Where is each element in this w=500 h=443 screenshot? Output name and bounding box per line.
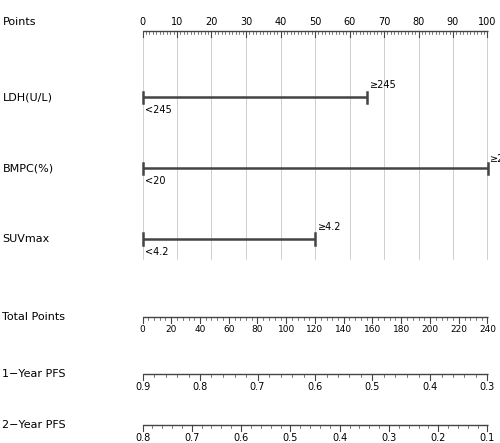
Text: 0.5: 0.5 <box>282 433 298 443</box>
Text: 80: 80 <box>412 17 424 27</box>
Text: 0.6: 0.6 <box>308 382 322 392</box>
Text: 90: 90 <box>447 17 459 27</box>
Text: 20: 20 <box>206 17 218 27</box>
Text: 0.4: 0.4 <box>332 433 347 443</box>
Text: 0.2: 0.2 <box>430 433 446 443</box>
Text: Total Points: Total Points <box>2 312 66 322</box>
Text: 100: 100 <box>278 325 295 334</box>
Text: 0.6: 0.6 <box>234 433 248 443</box>
Text: 0.8: 0.8 <box>192 382 208 392</box>
Text: 100: 100 <box>478 17 496 27</box>
Text: 50: 50 <box>309 17 321 27</box>
Text: 140: 140 <box>335 325 352 334</box>
Text: LDH(U/L): LDH(U/L) <box>2 93 52 102</box>
Text: 60: 60 <box>223 325 234 334</box>
Text: 200: 200 <box>422 325 438 334</box>
Text: 0.1: 0.1 <box>480 433 495 443</box>
Text: 160: 160 <box>364 325 381 334</box>
Text: 30: 30 <box>240 17 252 27</box>
Text: 60: 60 <box>344 17 355 27</box>
Text: ≥20: ≥20 <box>490 154 500 164</box>
Text: 20: 20 <box>166 325 177 334</box>
Text: 0.9: 0.9 <box>135 382 150 392</box>
Text: 0: 0 <box>140 17 145 27</box>
Text: 40: 40 <box>274 17 286 27</box>
Text: 0.7: 0.7 <box>184 433 200 443</box>
Text: 2−Year PFS: 2−Year PFS <box>2 420 66 430</box>
Text: 120: 120 <box>306 325 324 334</box>
Text: 70: 70 <box>378 17 390 27</box>
Text: 40: 40 <box>194 325 205 334</box>
Text: 0.3: 0.3 <box>382 433 396 443</box>
Text: ≥4.2: ≥4.2 <box>318 222 342 232</box>
Text: 0.3: 0.3 <box>480 382 495 392</box>
Text: 180: 180 <box>392 325 410 334</box>
Text: 0: 0 <box>140 325 145 334</box>
Text: 240: 240 <box>479 325 496 334</box>
Text: SUVmax: SUVmax <box>2 234 50 244</box>
Text: ≥245: ≥245 <box>370 80 396 90</box>
Text: 80: 80 <box>252 325 263 334</box>
Text: <245: <245 <box>146 105 172 116</box>
Text: 0.8: 0.8 <box>135 433 150 443</box>
Text: Points: Points <box>2 17 36 27</box>
Text: 1−Year PFS: 1−Year PFS <box>2 369 66 379</box>
Text: 10: 10 <box>171 17 183 27</box>
Text: BMPC(%): BMPC(%) <box>2 163 54 173</box>
Text: <20: <20 <box>146 176 166 187</box>
Text: <4.2: <4.2 <box>146 247 169 257</box>
Text: 220: 220 <box>450 325 467 334</box>
Text: 0.4: 0.4 <box>422 382 438 392</box>
Text: 0.5: 0.5 <box>365 382 380 392</box>
Text: 0.7: 0.7 <box>250 382 265 392</box>
